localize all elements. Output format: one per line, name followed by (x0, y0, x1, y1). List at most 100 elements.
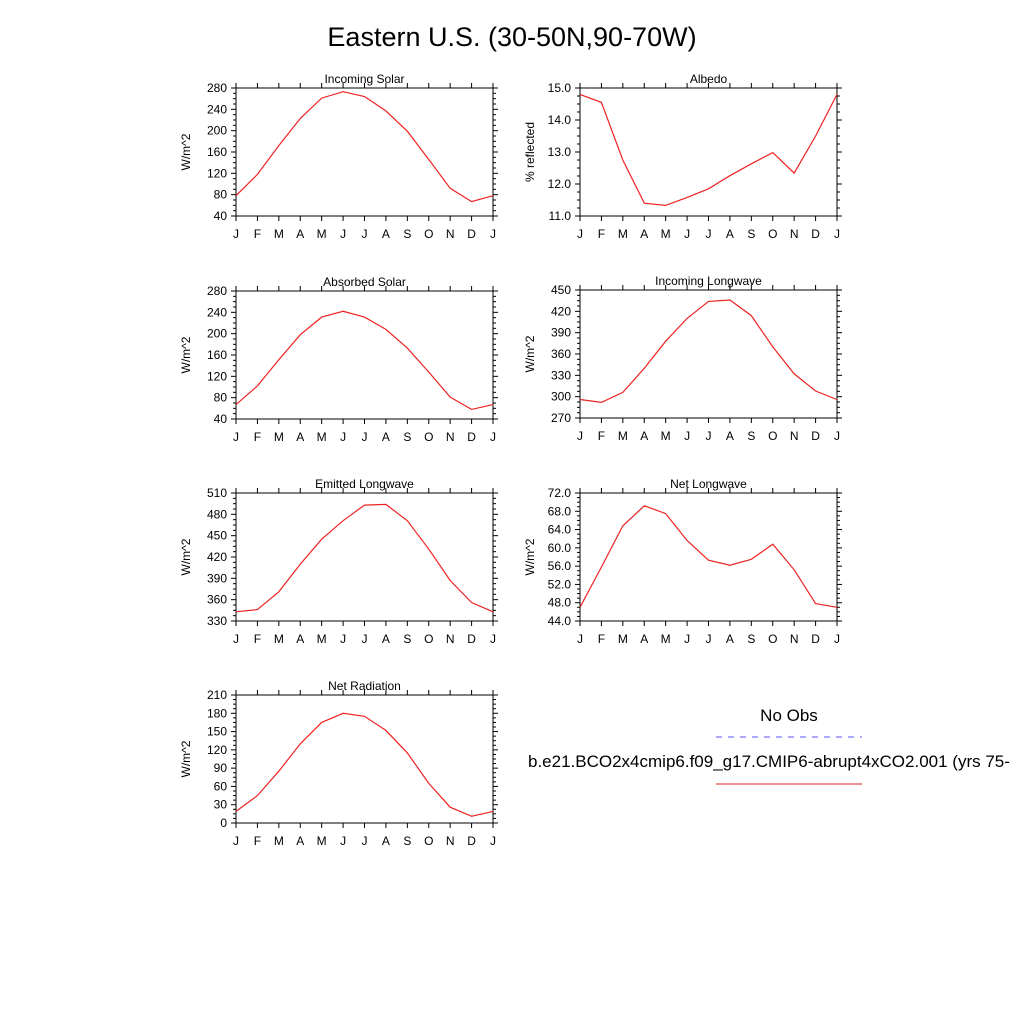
y-tick-label: 240 (207, 102, 227, 116)
x-tick-label: F (254, 834, 261, 848)
y-tick-label: 210 (207, 688, 227, 702)
x-tick-label: A (726, 632, 734, 646)
x-tick-label: J (233, 834, 239, 848)
x-tick-label: J (577, 227, 583, 241)
x-tick-label: A (296, 834, 304, 848)
series-line (579, 299, 838, 404)
series-line (235, 503, 494, 613)
x-tick-label: A (382, 430, 390, 444)
x-tick-label: J (490, 227, 496, 241)
x-tick-label: D (811, 632, 820, 646)
x-tick-label: N (446, 227, 455, 241)
x-tick-label: O (424, 430, 433, 444)
x-tick-label: A (296, 632, 304, 646)
y-tick-label: 330 (551, 368, 571, 382)
x-tick-label: F (254, 227, 261, 241)
x-tick-label: J (490, 632, 496, 646)
y-tick-label: 40 (214, 412, 228, 426)
x-tick-label: F (254, 632, 261, 646)
chart-title: Incoming Solar (324, 72, 404, 86)
x-tick-label: J (684, 632, 690, 646)
y-tick-label: 160 (207, 348, 227, 362)
x-tick-label: O (424, 632, 433, 646)
x-tick-label: S (747, 429, 755, 443)
x-tick-label: J (362, 430, 368, 444)
y-tick-label: 30 (214, 798, 228, 812)
x-tick-label: M (618, 429, 628, 443)
y-axis-label: % reflected (523, 122, 537, 182)
y-tick-label: 120 (207, 166, 227, 180)
chart-title: Albedo (690, 72, 728, 86)
x-tick-label: J (706, 632, 712, 646)
y-tick-label: 44.0 (548, 614, 572, 628)
x-tick-label: J (233, 227, 239, 241)
legend-obs-label: No Obs (760, 706, 818, 725)
x-tick-label: D (467, 430, 476, 444)
x-tick-label: O (424, 834, 433, 848)
x-tick-label: S (403, 227, 411, 241)
figure-title: Eastern U.S. (30-50N,90-70W) (327, 22, 696, 52)
y-tick-label: 450 (207, 529, 227, 543)
plot-frame (235, 492, 494, 622)
y-tick-label: 360 (551, 347, 571, 361)
plot-frame (579, 87, 838, 217)
x-tick-label: J (362, 227, 368, 241)
y-tick-label: 72.0 (548, 486, 572, 500)
series-line (235, 712, 494, 817)
series-line (235, 91, 494, 203)
x-tick-label: J (834, 632, 840, 646)
x-tick-label: S (403, 430, 411, 444)
x-tick-label: J (233, 430, 239, 444)
x-tick-label: M (274, 834, 284, 848)
y-tick-label: 180 (207, 706, 227, 720)
x-tick-label: N (446, 834, 455, 848)
y-tick-label: 120 (207, 743, 227, 757)
y-axis-label: W/m^2 (179, 538, 193, 575)
y-tick-label: 14.0 (548, 113, 572, 127)
x-tick-label: M (317, 430, 327, 444)
x-tick-label: J (362, 632, 368, 646)
y-tick-label: 120 (207, 369, 227, 383)
x-tick-label: D (467, 834, 476, 848)
x-tick-label: S (403, 834, 411, 848)
x-tick-label: D (467, 632, 476, 646)
y-tick-label: 450 (551, 283, 571, 297)
y-tick-label: 15.0 (548, 81, 572, 95)
y-tick-label: 80 (214, 188, 228, 202)
y-tick-label: 60.0 (548, 541, 572, 555)
x-tick-label: A (640, 632, 648, 646)
x-tick-label: F (254, 430, 261, 444)
chart-title: Incoming Longwave (655, 274, 762, 288)
x-tick-label: D (811, 429, 820, 443)
x-tick-label: M (317, 834, 327, 848)
x-tick-label: S (747, 632, 755, 646)
series-line (235, 310, 494, 411)
y-tick-label: 64.0 (548, 523, 572, 537)
y-tick-label: 240 (207, 305, 227, 319)
y-tick-label: 330 (207, 614, 227, 628)
x-tick-label: F (598, 227, 605, 241)
y-tick-label: 510 (207, 486, 227, 500)
y-tick-label: 48.0 (548, 596, 572, 610)
x-tick-label: J (834, 429, 840, 443)
x-tick-label: D (467, 227, 476, 241)
x-tick-label: O (424, 227, 433, 241)
y-axis-label: W/m^2 (179, 740, 193, 777)
y-tick-label: 12.0 (548, 177, 572, 191)
x-tick-label: J (834, 227, 840, 241)
x-tick-label: M (274, 430, 284, 444)
legend-model-label: b.e21.BCO2x4cmip6.f09_g17.CMIP6-abrupt4x… (528, 752, 1010, 771)
y-tick-label: 200 (207, 124, 227, 138)
x-tick-label: J (577, 429, 583, 443)
x-tick-label: M (317, 632, 327, 646)
x-tick-label: J (490, 834, 496, 848)
x-tick-label: A (296, 227, 304, 241)
x-tick-label: A (382, 632, 390, 646)
x-tick-label: A (640, 429, 648, 443)
chart-title: Emitted Longwave (315, 477, 414, 491)
